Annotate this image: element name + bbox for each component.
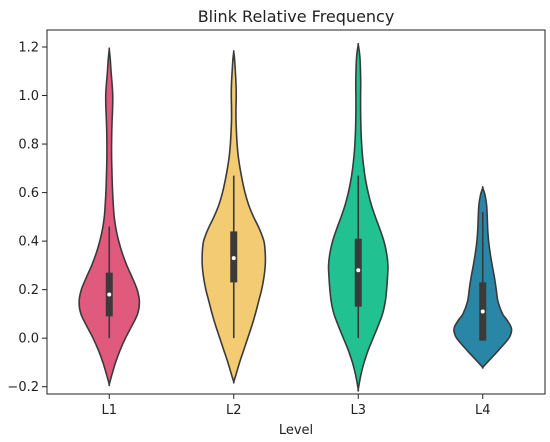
violin-l3: [327, 42, 389, 392]
violin-l2: [201, 50, 267, 384]
violin-body: [78, 47, 141, 387]
y-tick-label: 0.4: [18, 235, 39, 250]
violin-l1: [78, 47, 141, 387]
x-tick-label: L4: [475, 403, 491, 418]
plot-area: [78, 42, 513, 392]
y-tick-label: 1.0: [18, 89, 39, 104]
x-tick-label: L2: [226, 403, 242, 418]
x-axis: L1 L2 L3 L4: [101, 394, 491, 418]
median-point: [480, 309, 485, 314]
y-tick-label: 0.2: [18, 283, 39, 298]
y-tick-label: −0.2: [7, 380, 39, 395]
y-tick-label: 0.6: [18, 186, 39, 201]
x-tick-label: L1: [101, 403, 117, 418]
y-tick-label: 0.0: [18, 332, 39, 347]
violin-l4: [453, 186, 513, 369]
median-point: [231, 256, 236, 261]
y-tick-label: 0.8: [18, 138, 39, 153]
median-point: [107, 292, 112, 297]
x-axis-label: Level: [279, 423, 313, 438]
plot-frame: [46, 29, 546, 395]
x-tick-label: L3: [350, 403, 366, 418]
y-tick-label: 1.2: [18, 40, 39, 55]
chart-title: Blink Relative Frequency: [198, 7, 395, 26]
iqr-box: [354, 238, 362, 307]
median-point: [356, 268, 361, 273]
y-axis: −0.2 0.0 0.2 0.4 0.6 0.8 1.0 1.2: [7, 40, 47, 395]
